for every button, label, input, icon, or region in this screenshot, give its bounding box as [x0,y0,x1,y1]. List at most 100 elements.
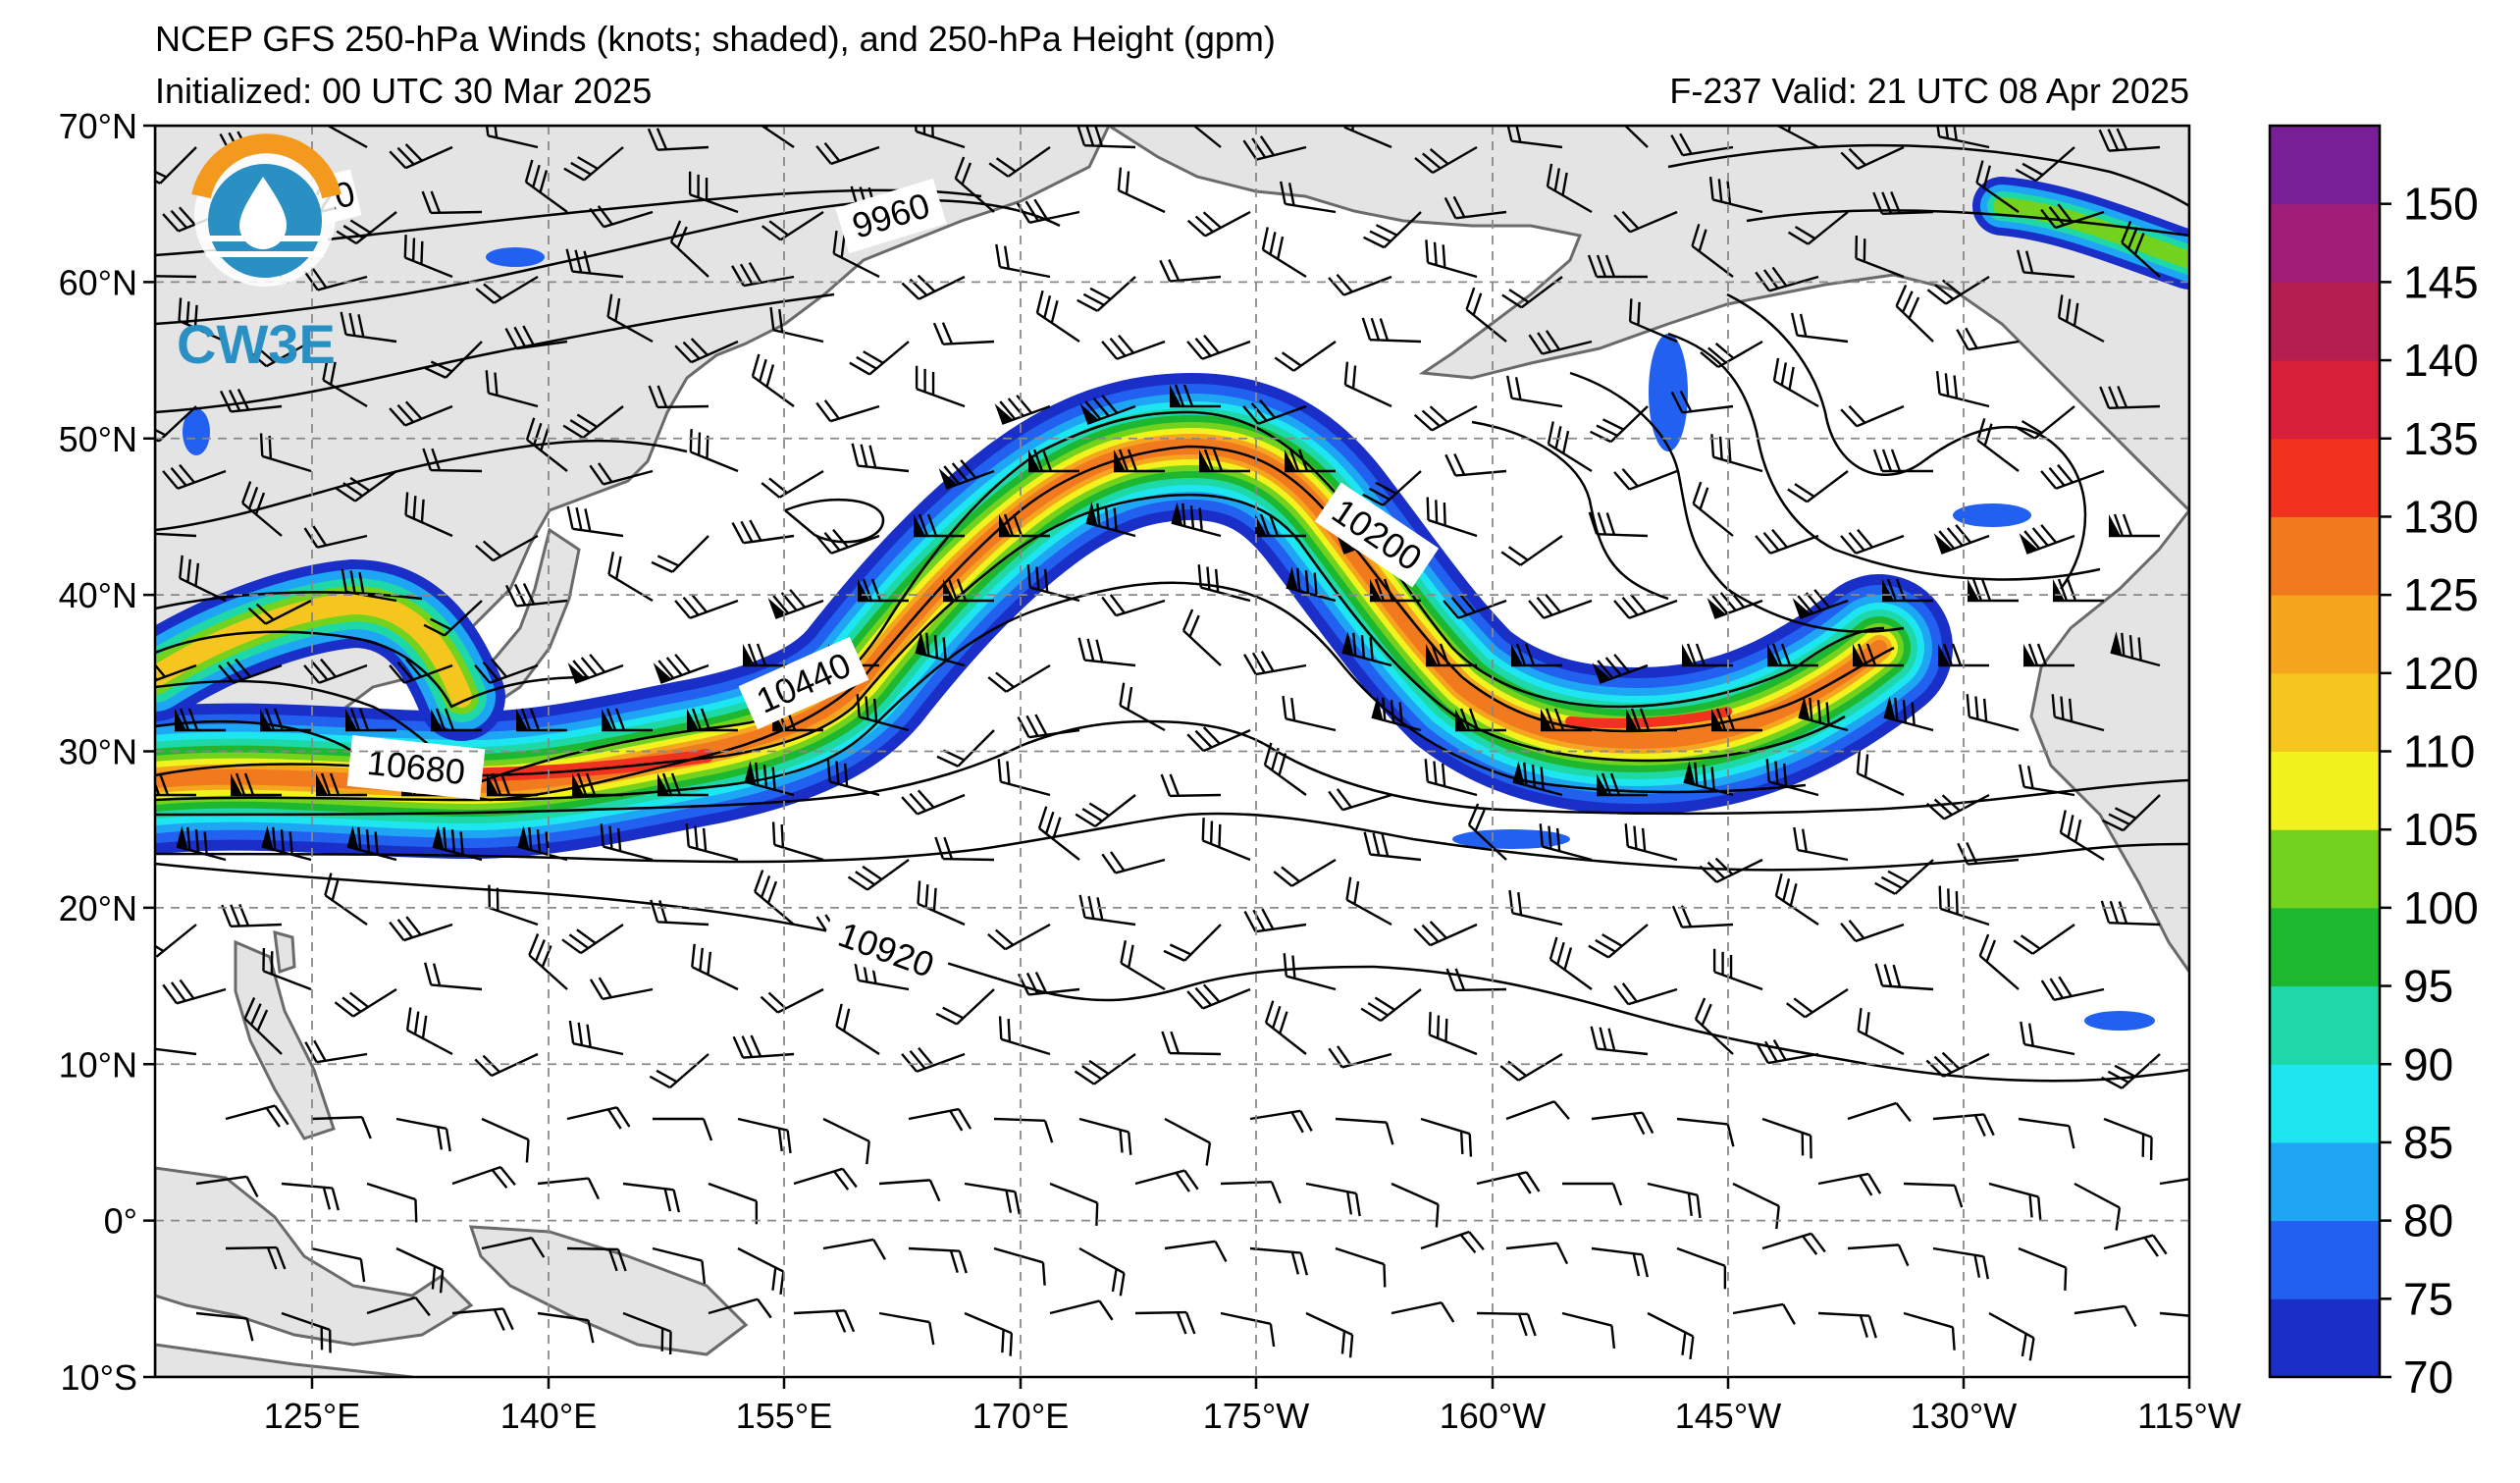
colorbar-tick-label: 80 [2403,1195,2453,1246]
wind-barb [1903,1182,1964,1208]
wind-barb [2051,694,2105,732]
wind-barb [2016,249,2075,279]
wind-barb [1476,1311,1537,1337]
wind-barb [1793,826,1849,862]
wind-barb [524,159,568,213]
wind-barb [1613,210,1678,234]
wind-barb [1120,940,1166,991]
wind-barb [1676,1117,1735,1147]
wind-barb [1465,287,1507,343]
wind-barb [1180,126,1222,148]
wind-barb [954,156,995,213]
wind-barb [1085,502,1136,538]
wind-barb [1017,714,1080,739]
wind-barb [1249,1109,1313,1134]
wind-barb [565,248,624,279]
colorbar-swatch [2270,1298,2380,1378]
contour-line [155,630,590,709]
wind-barb [423,600,483,637]
wind-barb [1761,1232,1826,1255]
wind-barb [1261,227,1307,279]
wind-barb [475,275,539,304]
wind-barb [744,761,795,797]
wind-barb [1161,1031,1222,1056]
lat-label: 0° [104,1201,137,1242]
wind-barb [2121,221,2161,278]
wind-barb [1588,924,1649,959]
wind-barb [195,1175,259,1197]
wind-barb [1855,235,1905,279]
wind-barb [2015,146,2075,183]
wind-barb [405,1007,453,1056]
wind-barb [1546,163,1593,214]
wind-barb [1587,254,1648,279]
wind-barb [525,417,568,472]
wind-barb [1671,905,1734,928]
wind-barb [647,128,709,151]
wind-barb [1683,761,1734,797]
wind-barb [908,1107,972,1132]
wind-barb [993,1117,1054,1143]
wind-barb [1626,708,1677,732]
wind-barb [225,1104,289,1128]
wind-barb [769,306,824,344]
wind-barb [303,525,368,549]
wind-barb [175,708,226,732]
colorbar-swatch [2270,1220,2380,1299]
colorbar-swatch [2270,1141,2380,1222]
wind-barb [964,1182,1021,1215]
wind-barb [938,459,995,490]
wind-barb [1756,1039,1819,1065]
contour-line [1471,420,1669,601]
wind-barb [431,708,482,732]
colorbar-swatch [2270,751,2380,830]
wind-barb [754,870,795,926]
wind-barb [517,825,568,862]
contour-line [1746,209,2189,238]
wind-barb [155,253,197,279]
lat-label: 10°S [61,1357,137,1398]
colorbar-swatch [2270,1064,2380,1143]
contour-line [155,439,688,532]
wind-barb [567,654,624,684]
wind-barb [2059,810,2105,862]
wind-barb [1590,405,1649,444]
wind-barb [1414,145,1478,175]
wind-barb [731,519,795,545]
wind-barb [1613,982,1678,1006]
wind-barb [1505,1242,1569,1265]
wind-barb [1528,593,1593,619]
wind-barb [1956,327,2020,351]
wind-barbs [155,126,2189,1361]
wind-barb [1164,1117,1212,1166]
wind-barb [421,190,483,215]
wind-barb [1561,1311,1616,1349]
wind-barb [1976,417,2020,472]
wind-barb [1455,708,1506,732]
wind-barb [366,1296,431,1317]
colorbar-tick-label: 110 [2403,726,2475,777]
wind-barb [1220,1311,1276,1348]
wind-barb [1857,1008,1905,1056]
wind-barb [915,631,966,667]
wind-barb [481,1117,530,1163]
wind-barb [2103,1117,2153,1161]
wind-barb [340,311,397,344]
wind-barb [1444,195,1507,220]
wind-barb [1424,759,1478,797]
wind-barb [1508,889,1563,927]
wind-barb [572,772,623,797]
wind-barb [2159,1311,2189,1319]
lat-label: 40°N [59,575,137,615]
wind-barb [589,205,654,229]
wind-barb [1078,1246,1126,1297]
wind-barb [2018,1246,2068,1291]
contour-line [155,292,835,414]
wind-barb [1647,1182,1702,1219]
wind-barb [1549,936,1593,990]
wind-barb [1341,631,1392,667]
wind-barb [1903,1311,1956,1351]
wind-barb [878,1311,935,1346]
